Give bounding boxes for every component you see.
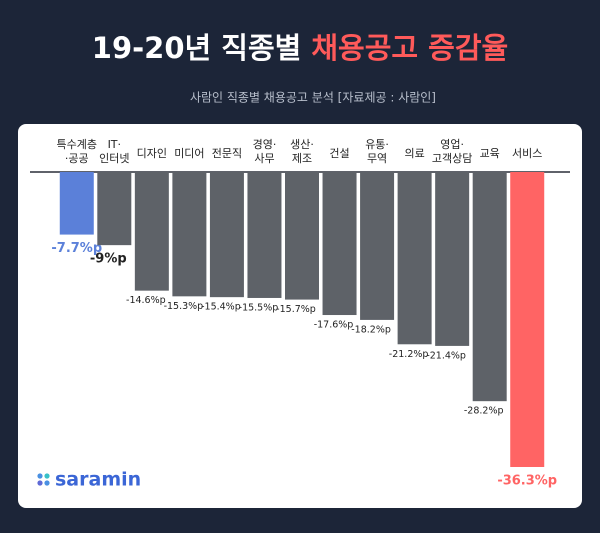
- bar: [134, 172, 169, 291]
- logo-dot: [37, 480, 43, 486]
- bar: [360, 172, 395, 320]
- x-tick-label: 의료: [404, 147, 424, 160]
- bar: [435, 172, 470, 346]
- value-label: -28.2%p: [464, 406, 504, 417]
- value-label: -18.2%p: [351, 324, 391, 335]
- bar: [397, 172, 432, 345]
- value-label: -21.2%p: [389, 349, 429, 360]
- value-label: -36.3%p: [497, 474, 557, 489]
- value-label: -15.3%p: [164, 301, 204, 312]
- bar: [172, 172, 207, 297]
- chart-title: 19-20년 직종별 채용공고 증감율: [92, 31, 508, 65]
- value-label: -17.6%p: [314, 320, 354, 331]
- x-tick-label: 디자인: [137, 147, 167, 160]
- x-tick-label: 경영· 사무: [253, 138, 277, 165]
- x-tick-label: 생산· 제조: [290, 138, 314, 165]
- bar: [247, 172, 282, 298]
- value-label: -14.6%p: [126, 295, 166, 306]
- value-label: -15.4%p: [201, 302, 241, 313]
- value-label: -7.7%p: [51, 241, 102, 256]
- value-label: -15.5%p: [239, 302, 279, 313]
- value-label: -21.4%p: [426, 350, 466, 361]
- value-label: -15.7%p: [276, 304, 316, 315]
- bar: [510, 172, 545, 467]
- x-tick-label: 서비스: [512, 147, 542, 160]
- x-tick-label: 건설: [329, 147, 349, 160]
- title-highlight: 채용공고 증감율: [311, 31, 508, 65]
- logo-dot: [44, 473, 50, 479]
- bar: [472, 172, 507, 402]
- x-tick-label: 영업· 고객상담: [432, 138, 472, 165]
- bar: [209, 172, 244, 298]
- logo-dots: [37, 473, 50, 486]
- x-tick-label: 교육: [480, 147, 500, 160]
- title-main: 19-20년 직종별: [92, 31, 302, 65]
- bar: [97, 172, 132, 246]
- bar: [322, 172, 357, 316]
- x-tick-label: 미디어: [174, 147, 204, 160]
- value-label: -9%p: [90, 252, 127, 267]
- logo-dot: [37, 473, 43, 479]
- bar: [59, 172, 94, 235]
- subtitle: 사람인 직종별 채용공고 분석 [자료제공 : 사람인]: [190, 91, 436, 105]
- x-tick-label: 특수계층 ·공공: [57, 138, 97, 165]
- x-tick-label: 전문직: [212, 147, 242, 160]
- logo-dot: [44, 480, 50, 486]
- x-tick-label: 유통· 무역: [365, 138, 389, 165]
- logo-text: saramin: [55, 469, 141, 491]
- x-tick-label: IT· 인터넷: [99, 138, 129, 165]
- bar: [285, 172, 319, 300]
